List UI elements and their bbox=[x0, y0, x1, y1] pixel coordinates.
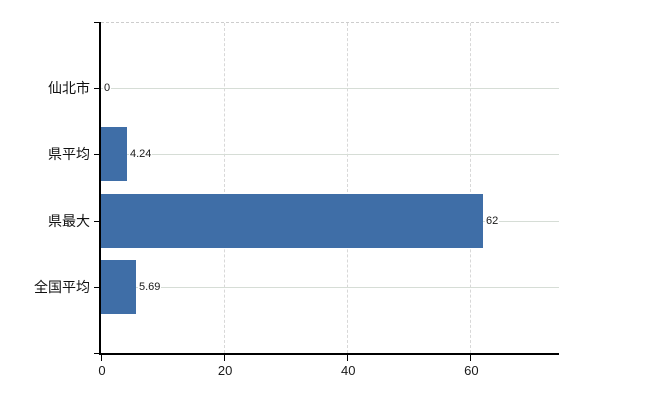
value-label-prefecture-max: 62 bbox=[485, 213, 500, 228]
y-axis-tick-mark bbox=[94, 286, 100, 288]
x-axis-line bbox=[99, 353, 559, 355]
category-label-prefecture-average: 県平均 bbox=[48, 146, 90, 163]
horizontal-gridline bbox=[101, 154, 559, 156]
x-tick-label-20: 20 bbox=[217, 363, 233, 378]
y-axis-tick-mark bbox=[94, 88, 100, 90]
category-label-national-average: 全国平均 bbox=[34, 278, 90, 295]
value-label-prefecture-average: 4.24 bbox=[129, 147, 153, 162]
bar-national-average bbox=[101, 259, 136, 314]
x-tick-label-60: 60 bbox=[464, 363, 479, 378]
category-label-prefecture-max: 県最大 bbox=[48, 212, 90, 229]
x-axis-tick-mark bbox=[347, 355, 349, 361]
vertical-gridline bbox=[470, 23, 472, 353]
vertical-gridline bbox=[347, 23, 349, 353]
vertical-gridline bbox=[224, 23, 226, 353]
x-tick-label-40: 40 bbox=[341, 363, 356, 378]
y-axis-tick-mark bbox=[94, 22, 100, 23]
x-axis-tick-mark bbox=[224, 355, 226, 361]
horizontal-gridline bbox=[101, 286, 559, 288]
category-label-senboku-city: 仙北市 bbox=[48, 80, 90, 97]
value-label-senboku-city: 0 bbox=[103, 81, 112, 96]
y-axis-tick-mark bbox=[94, 154, 100, 156]
plot-top-border bbox=[101, 22, 559, 23]
value-label-national-average: 5.69 bbox=[138, 279, 162, 294]
x-tick-label-0: 0 bbox=[98, 363, 106, 378]
x-axis-tick-mark bbox=[470, 355, 472, 361]
y-axis-tick-mark bbox=[94, 220, 100, 222]
horizontal-gridline bbox=[101, 88, 559, 90]
y-axis-line bbox=[99, 22, 101, 355]
bar-prefecture-max bbox=[101, 193, 483, 248]
bar-prefecture-average bbox=[101, 127, 127, 182]
y-axis-tick-mark bbox=[94, 353, 100, 354]
x-axis-tick-mark bbox=[101, 355, 102, 361]
